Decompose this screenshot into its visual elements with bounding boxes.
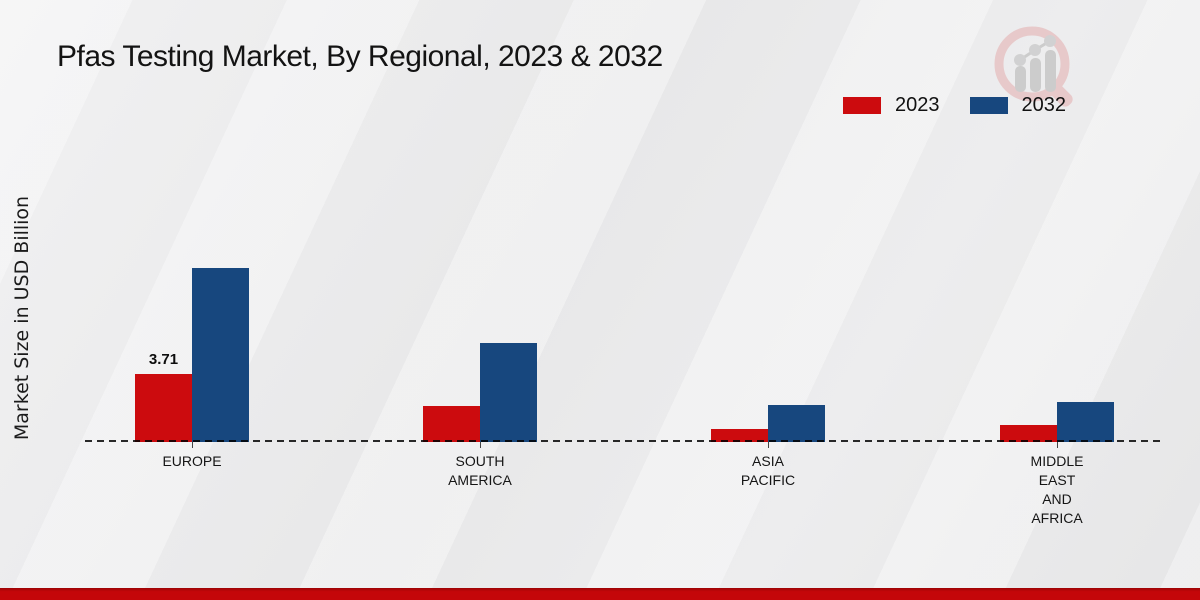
- x-axis-baseline: [85, 440, 1163, 442]
- footer-accent-band: [0, 588, 1200, 600]
- bar-asia-pacific-2032: [768, 405, 825, 442]
- x-axis-tick-south-america: [480, 442, 481, 448]
- x-axis-tick-middle-east-and-africa: [1057, 442, 1058, 448]
- legend: 2023 2032: [843, 94, 1066, 117]
- data-label-3.71: 3.71: [148, 351, 179, 368]
- category-label-middle-east-and-africa: MIDDLE EAST AND AFRICA: [1030, 453, 1084, 526]
- chart-title: Pfas Testing Market, By Regional, 2023 &…: [57, 40, 663, 73]
- x-axis-tick-europe: [192, 442, 193, 448]
- bar-south-america-2023: [423, 406, 480, 442]
- bar-middle-east-and-africa-2032: [1057, 402, 1114, 442]
- legend-item-2032: 2032: [969, 94, 1067, 117]
- bar-middle-east-and-africa-2023: [1000, 425, 1057, 442]
- bar-europe-2023: [135, 374, 192, 442]
- legend-item-2023: 2023: [843, 94, 940, 117]
- brand-logo-watermark-icon: [994, 26, 1073, 107]
- legend-swatch-2032: [969, 97, 1008, 114]
- category-label-south-america: SOUTH AMERICA: [448, 453, 512, 488]
- bar-europe-2032: [192, 268, 249, 442]
- bar-south-america-2032: [480, 343, 537, 442]
- legend-label-2023: 2023: [895, 94, 940, 116]
- x-axis-tick-asia-pacific: [768, 442, 769, 448]
- bar-asia-pacific-2023: [711, 429, 768, 442]
- legend-label-2032: 2032: [1021, 94, 1067, 116]
- category-label-asia-pacific: ASIA PACIFIC: [740, 453, 796, 488]
- legend-swatch-2023: [843, 97, 881, 114]
- category-label-europe: EUROPE: [162, 453, 222, 469]
